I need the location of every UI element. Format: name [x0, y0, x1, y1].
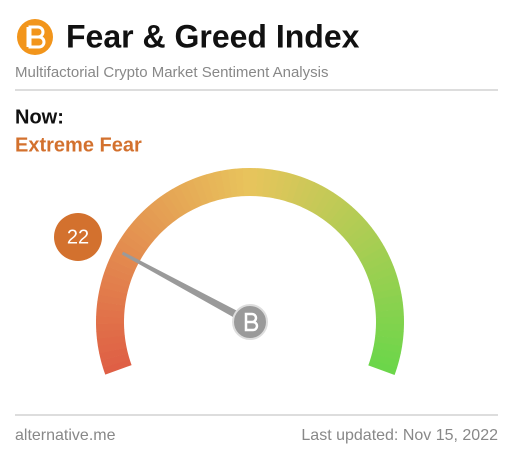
gauge-band: [98, 286, 128, 300]
needle: [121, 251, 252, 326]
updated: Last updated: Nov 15, 2022: [301, 427, 498, 444]
gauge-band: [353, 233, 381, 256]
gauge-band: [97, 294, 127, 306]
gauge-band: [101, 272, 131, 288]
gauge-band: [160, 192, 182, 220]
gauge-band: [123, 227, 151, 250]
source: alternative.me: [15, 427, 116, 444]
value-badge: [54, 213, 102, 261]
gauge-band: [374, 335, 404, 347]
logo-icon: [17, 19, 53, 55]
gauge-band: [297, 179, 315, 208]
gauge-band: [374, 301, 404, 312]
gauge-band: [373, 341, 403, 354]
title: Fear & Greed Index: [66, 18, 360, 54]
gauge-band: [178, 181, 198, 211]
gauge-band: [291, 176, 309, 206]
gauge-band: [97, 341, 127, 354]
gauge-band: [96, 301, 126, 312]
gauge-band: [100, 353, 130, 368]
gauge-band: [115, 239, 144, 260]
gauge-band: [132, 216, 159, 241]
value-label: 22: [67, 226, 89, 248]
gauge-band: [235, 168, 245, 197]
gauge-band: [96, 335, 126, 347]
gauge-band: [308, 185, 328, 214]
gauge-band: [227, 168, 239, 198]
gauge-band: [349, 227, 377, 250]
gauge-band: [337, 211, 363, 236]
gauge-band: [206, 172, 221, 202]
gauge-band: [220, 169, 233, 199]
gauge-band: [323, 197, 347, 224]
gauge-band: [318, 192, 341, 220]
gauge-band: [362, 252, 391, 272]
gauge-band: [333, 206, 358, 232]
gauge-band: [359, 246, 388, 266]
gauge-band: [172, 185, 193, 214]
hub-icon: [244, 312, 259, 332]
gauge-band: [109, 252, 138, 271]
gauge-band: [137, 210, 163, 236]
gauge-band: [371, 347, 401, 361]
gauge-band: [262, 168, 273, 198]
gauge-band: [99, 347, 129, 361]
gauge: 22: [54, 168, 404, 376]
gauge-band: [106, 259, 136, 277]
gauge-band: [128, 221, 155, 245]
gauge-band: [96, 323, 125, 332]
gauge-band: [367, 266, 397, 283]
gauge-band: [345, 221, 372, 246]
gauge-band: [148, 201, 172, 228]
gauge-band: [369, 273, 399, 289]
gauge-band: [268, 169, 280, 199]
classification: Extreme Fear: [15, 134, 142, 156]
gauge-band: [213, 170, 227, 200]
gauge-band: [368, 359, 398, 376]
gauge-band: [302, 182, 322, 211]
gauge-band: [365, 259, 394, 277]
subtitle: Multifactorial Crypto Market Sentiment A…: [15, 64, 328, 81]
gauge-band: [371, 280, 401, 294]
gauge-band: [279, 172, 295, 202]
gauge-band: [192, 176, 209, 206]
gauge-band: [341, 216, 368, 241]
gauge-band: [103, 265, 133, 283]
gauge-band: [285, 174, 302, 204]
gauge-band: [375, 309, 404, 318]
now-label: Now:: [15, 106, 64, 128]
gauge-band: [250, 168, 258, 197]
gauge-band: [313, 188, 335, 217]
gauge-band: [96, 308, 125, 318]
gauge-band: [166, 188, 187, 217]
gauge-band: [119, 233, 147, 255]
gauge-band: [154, 196, 177, 224]
gauge-band: [99, 279, 129, 294]
gauge-band: [375, 323, 404, 332]
gauge-band: [370, 353, 400, 369]
gauge-band: [375, 316, 404, 325]
gauge-band: [143, 205, 168, 232]
gauge-band: [372, 287, 402, 300]
gauge-band: [328, 201, 352, 228]
gauge-band: [356, 239, 385, 261]
gauge-band: [199, 174, 215, 204]
gauge-band: [242, 168, 251, 197]
gauge-band: [274, 170, 287, 200]
gauge-band: [185, 179, 204, 208]
gauge-band: [102, 359, 132, 375]
gauge-band: [95, 316, 125, 325]
gauge-band: [96, 329, 125, 339]
